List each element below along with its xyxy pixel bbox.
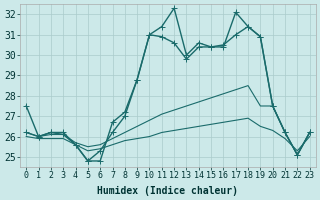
X-axis label: Humidex (Indice chaleur): Humidex (Indice chaleur) — [98, 186, 238, 196]
